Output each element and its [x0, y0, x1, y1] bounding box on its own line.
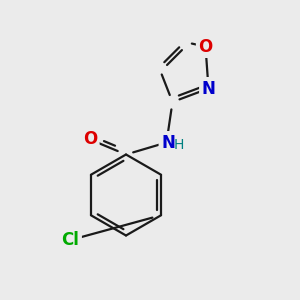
Text: Cl: Cl [61, 231, 80, 249]
Text: H: H [174, 138, 184, 152]
Text: N: N [202, 80, 215, 98]
Text: O: O [198, 38, 213, 56]
Text: O: O [83, 130, 97, 148]
Text: N: N [161, 134, 175, 152]
